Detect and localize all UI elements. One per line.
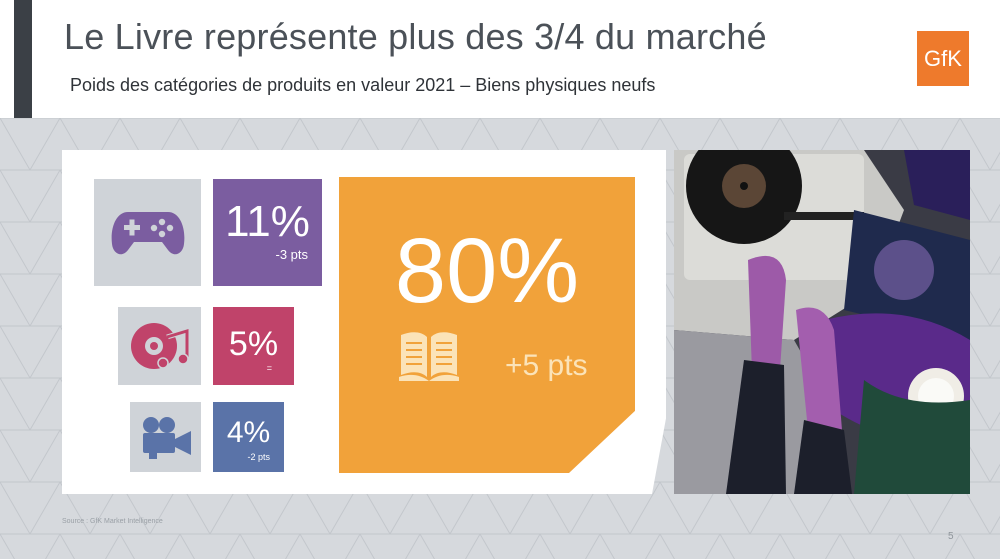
video-share-tile: 4% -2 pts <box>213 402 284 472</box>
music-share-value: 5% <box>228 325 279 363</box>
open-book-icon <box>399 332 459 381</box>
video-camera-icon <box>142 417 191 459</box>
cozy-photo <box>674 150 970 494</box>
photo-illustration <box>674 150 970 494</box>
source-note: Source : GfK Market Intelligence <box>62 518 163 525</box>
books-share-tile: 80% +5 pts <box>339 177 635 473</box>
header-bar <box>0 0 1000 118</box>
games-share-change: -3 pts <box>275 247 308 262</box>
page-subtitle: Poids des catégories de produits en vale… <box>70 75 656 95</box>
gfk-logo: GfK <box>917 31 969 86</box>
music-disc-icon <box>130 323 189 369</box>
video-share-value: 4% <box>226 416 271 449</box>
page-title: Le Livre représente plus des 3/4 du marc… <box>64 16 767 57</box>
video-icon-tile <box>130 402 201 472</box>
logo-text: GfK <box>924 45 962 71</box>
accent-bar <box>14 0 32 118</box>
games-share-value: 11% <box>225 197 310 246</box>
games-icon-tile <box>94 179 201 286</box>
gamepad-icon <box>111 211 184 254</box>
music-icon-tile <box>118 307 201 385</box>
games-share-tile: 11% -3 pts <box>213 179 322 286</box>
books-share-change: +5 pts <box>505 349 588 382</box>
page-number: 5 <box>948 531 954 542</box>
video-share-change: -2 pts <box>247 452 270 462</box>
books-share-value: 80% <box>394 220 580 322</box>
music-share-tile: 5% = <box>213 307 294 385</box>
music-share-change: = <box>266 363 272 373</box>
